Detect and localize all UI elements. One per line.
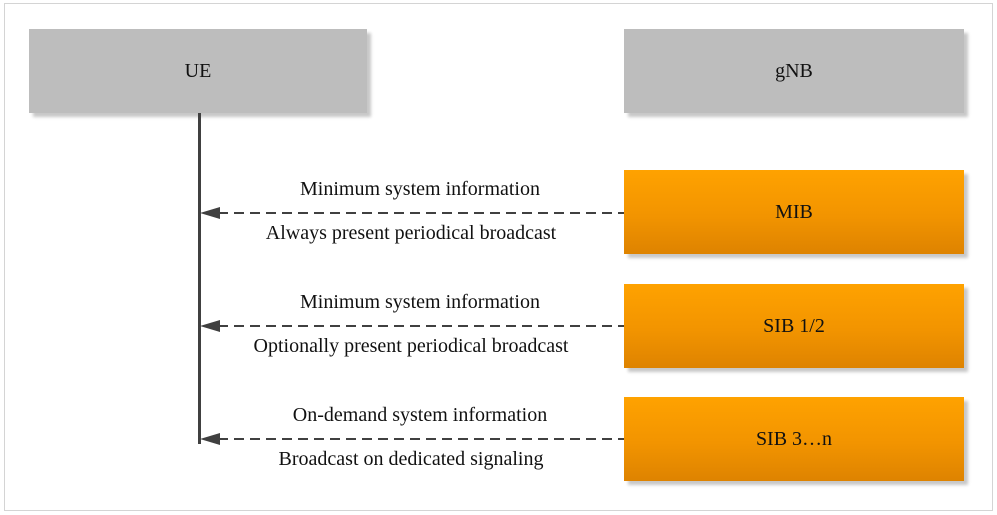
ue-participant: UE [29,29,367,113]
gnb-label: gNB [775,59,813,82]
dashed-arrow-icon [200,207,624,219]
sib3n-block: SIB 3…n [624,397,964,481]
message-2-label-top: Minimum system information [300,291,540,313]
sib12-block: SIB 1/2 [624,284,964,368]
message-3-label-top: On-demand system information [292,404,548,426]
mib-label: MIB [775,200,813,223]
dashed-arrow-icon [200,320,624,332]
message-3-label-bottom: Broadcast on dedicated signaling [278,448,544,470]
message-3-arrow [200,433,624,445]
diagram-frame [4,3,993,511]
message-1-label-bottom: Always present periodical broadcast [265,222,557,244]
message-2-label-bottom: Optionally present periodical broadcast [253,335,569,357]
ue-lifeline [198,113,201,444]
sib12-label: SIB 1/2 [763,314,825,337]
message-1-label-top: Minimum system information [300,178,540,200]
gnb-participant: gNB [624,29,964,113]
ue-label: UE [184,59,212,82]
message-1-arrow [200,207,624,219]
message-2-arrow [200,320,624,332]
dashed-arrow-icon [200,433,624,445]
sib3n-label: SIB 3…n [755,427,833,450]
mib-block: MIB [624,170,964,254]
